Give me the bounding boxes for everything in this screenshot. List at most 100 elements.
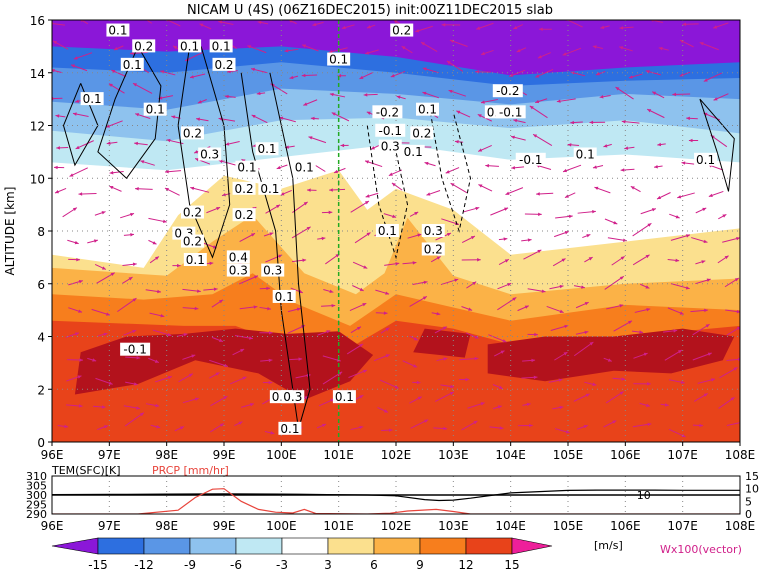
x-tick-label: 102E: [381, 448, 412, 462]
contour-label: 0.1: [280, 422, 299, 436]
contour-label: -0.2: [496, 84, 519, 98]
x-tick-label: 105E: [553, 448, 584, 462]
x-tick-label: 100E: [266, 448, 297, 462]
subplot-x-tick-label: 105E: [553, 519, 584, 533]
y-tick-label: 14: [30, 67, 45, 81]
colorbar-swatch: [236, 538, 282, 554]
colorbar-swatch: [328, 538, 374, 554]
y-tick-label: 4: [37, 331, 45, 345]
subplot-x-tick-label: 101E: [323, 519, 354, 533]
contour-label: 0.1: [404, 145, 423, 159]
contour-label: 0.3: [229, 264, 248, 278]
colorbar-tick-label: -6: [230, 558, 242, 572]
subplot-x-tick-label: 97E: [98, 519, 121, 533]
colorbar-swatch: [190, 538, 236, 554]
colorbar-tick-label: -9: [184, 558, 196, 572]
contour-label: 0.3: [424, 224, 443, 238]
contour-label: 0.1: [237, 161, 256, 175]
subplot-x-tick-label: 104E: [495, 519, 526, 533]
contour-label: 0.2: [183, 235, 202, 249]
contour-label: 0.3: [263, 264, 282, 278]
contour-label: 0.1: [257, 142, 276, 156]
colorbar-swatch: [98, 538, 144, 554]
contour-label: 0.3: [381, 140, 400, 154]
subplot-x-tick-label: 98E: [155, 519, 178, 533]
colorbar-swatch: [374, 538, 420, 554]
x-tick-label: 108E: [725, 448, 756, 462]
subplot-right-tick: 15: [745, 470, 759, 483]
colorbar-unit: [m/s]: [594, 539, 623, 552]
x-tick-label: 107E: [667, 448, 698, 462]
y-tick-label: 6: [37, 278, 45, 292]
colorbar-tick-label: -3: [276, 558, 288, 572]
colorbar-tick-label: 9: [416, 558, 424, 572]
contour-label: -0.1: [519, 153, 542, 167]
colorbar-tick-label: -12: [134, 558, 154, 572]
subplot-reference-label: 10: [637, 489, 651, 502]
contour-label: -0.1: [123, 343, 146, 357]
contour-label: 0.2: [424, 242, 443, 256]
x-tick-label: 103E: [438, 448, 469, 462]
contour-label: 0.1: [275, 290, 294, 304]
contour-label: 0.2: [183, 126, 202, 140]
x-tick-label: 106E: [610, 448, 641, 462]
vector-legend: Wx100(vector): [660, 543, 742, 556]
contour-label: 0.3: [200, 148, 219, 162]
y-tick-label: 2: [37, 383, 45, 397]
contour-label: 0.1: [123, 58, 142, 72]
contour-label: 0.1: [418, 103, 437, 117]
contour-label: 0.1: [378, 224, 397, 238]
subplot-left-label: TEM(SFC)[K]: [51, 464, 121, 477]
wind-vector-head: [741, 421, 745, 424]
colorbar-high-arrow: [512, 538, 552, 554]
colorbar-tick-label: 15: [504, 558, 519, 572]
contour-label: 0.1: [83, 92, 102, 106]
subplot-x-tick-label: 106E: [610, 519, 641, 533]
y-tick-label: 8: [37, 225, 45, 239]
contour-label: 0.1: [186, 253, 205, 267]
colorbar-tick-label: -15: [88, 558, 108, 572]
contour-label: 0.1: [335, 390, 354, 404]
subplot-x-tick-label: 108E: [725, 519, 756, 533]
wind-vector-head: [50, 97, 54, 100]
wind-vector-head: [135, 12, 139, 15]
wind-vector-head: [49, 22, 53, 25]
x-tick-label: 101E: [323, 448, 354, 462]
colorbar-swatch: [420, 538, 466, 554]
subplot-x-tick-label: 99E: [213, 519, 236, 533]
contour-label: 0.2: [183, 206, 202, 220]
contour-label: 0.1: [576, 148, 595, 162]
contour-label: 0.4: [229, 250, 248, 264]
subplot-right-tick: 10: [745, 483, 759, 496]
y-axis-label: ALTITUDE [km]: [3, 187, 17, 276]
contour-label: 0.1: [212, 39, 231, 53]
colorbar-tick-label: 6: [370, 558, 378, 572]
subplot-x-tick-label: 107E: [667, 519, 698, 533]
contour-label: 0.2: [412, 126, 431, 140]
x-tick-label: 98E: [155, 448, 178, 462]
colorbar-swatch: [466, 538, 512, 554]
subplot-right-tick: 5: [745, 495, 752, 508]
subplot-x-tick-label: 103E: [438, 519, 469, 533]
contour-label: -0.1: [499, 105, 522, 119]
y-tick-label: 10: [30, 172, 45, 186]
contour-label: 0.1: [260, 182, 279, 196]
colorbar-tick-label: 12: [458, 558, 473, 572]
subplot-x-tick-label: 96E: [41, 519, 64, 533]
contour-label: 0.2: [134, 39, 153, 53]
y-tick-label: 0: [37, 436, 45, 450]
colorbar-low-arrow: [52, 538, 98, 554]
contour-label: 0.1: [295, 161, 314, 175]
contour-label: 0.1: [329, 53, 348, 67]
contour-label: 0.2: [235, 182, 254, 196]
colorbar-swatch: [144, 538, 190, 554]
contour-label: -0.2: [376, 105, 399, 119]
contour-label: 0.2: [214, 58, 233, 72]
x-tick-label: 96E: [41, 448, 64, 462]
y-tick-label: 16: [30, 14, 45, 28]
subplot-x-tick-label: 102E: [381, 519, 412, 533]
x-tick-label: 99E: [213, 448, 236, 462]
contour-label: 0.2: [235, 208, 254, 222]
